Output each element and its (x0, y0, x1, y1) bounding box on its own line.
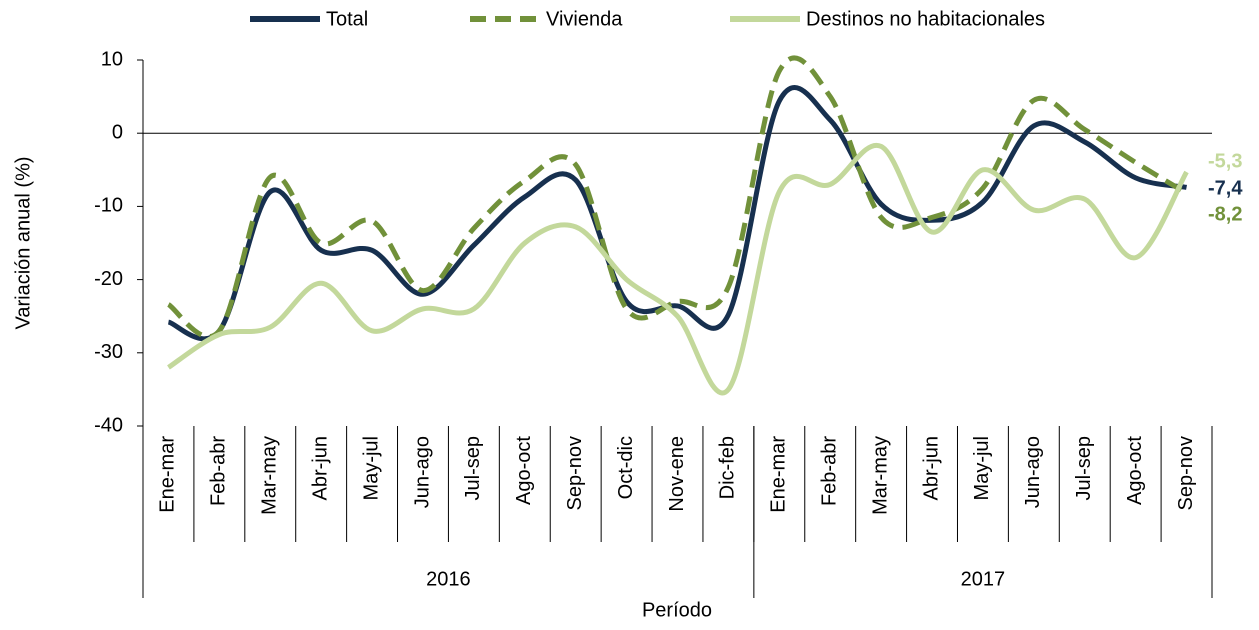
y-tick-label: 0 (112, 121, 123, 143)
x-tick-label: Sep-nov (1175, 436, 1197, 511)
x-tick-label: Abr-jun (309, 436, 331, 500)
group-label: 2017 (961, 568, 1006, 590)
y-tick-label: -40 (94, 414, 123, 436)
y-tick-label: -30 (94, 341, 123, 363)
series-line (167, 85, 1188, 342)
legend-label: Vivienda (546, 8, 623, 30)
x-tick-label: Feb-abr (818, 436, 840, 506)
x-axis-label: Período (642, 599, 712, 621)
value-label: -7,4 (1208, 178, 1243, 200)
x-tick-label: Sep-nov (564, 436, 586, 511)
y-tick-label: 10 (101, 48, 123, 70)
value-label: -5,3 (1208, 150, 1242, 172)
x-tick-label: Jun-ago (411, 436, 433, 508)
legend-label: Total (326, 8, 368, 30)
x-tick-label: Ene-mar (157, 436, 179, 513)
x-tick-label: Ene-mar (768, 436, 790, 513)
y-tick-label: -10 (94, 195, 123, 217)
x-tick-label: Nov-ene (666, 436, 688, 512)
x-tick-label: Dic-feb (717, 436, 739, 499)
x-tick-label: Jun-ago (1022, 436, 1044, 508)
x-tick-label: May-jul (360, 436, 382, 500)
x-tick-label: Abr-jun (920, 436, 942, 500)
y-tick-label: -20 (94, 268, 123, 290)
group-label: 2016 (426, 568, 471, 590)
x-tick-label: Oct-dic (615, 436, 637, 499)
x-tick-label: Mar-may (869, 436, 891, 515)
series-line (167, 142, 1189, 396)
series-line (166, 55, 1188, 340)
x-tick-label: Jul-sep (1073, 436, 1095, 500)
y-axis-label: Variación anual (%) (12, 156, 34, 329)
x-tick-label: Feb-abr (208, 436, 230, 506)
x-tick-label: Jul-sep (462, 436, 484, 500)
x-tick-label: Ago-oct (513, 436, 535, 505)
legend-label: Destinos no habitacionales (806, 8, 1045, 30)
value-label: -8,2 (1208, 204, 1242, 226)
x-tick-label: Mar-may (259, 436, 281, 515)
x-tick-label: May-jul (971, 436, 993, 500)
x-tick-label: Ago-oct (1124, 436, 1146, 505)
